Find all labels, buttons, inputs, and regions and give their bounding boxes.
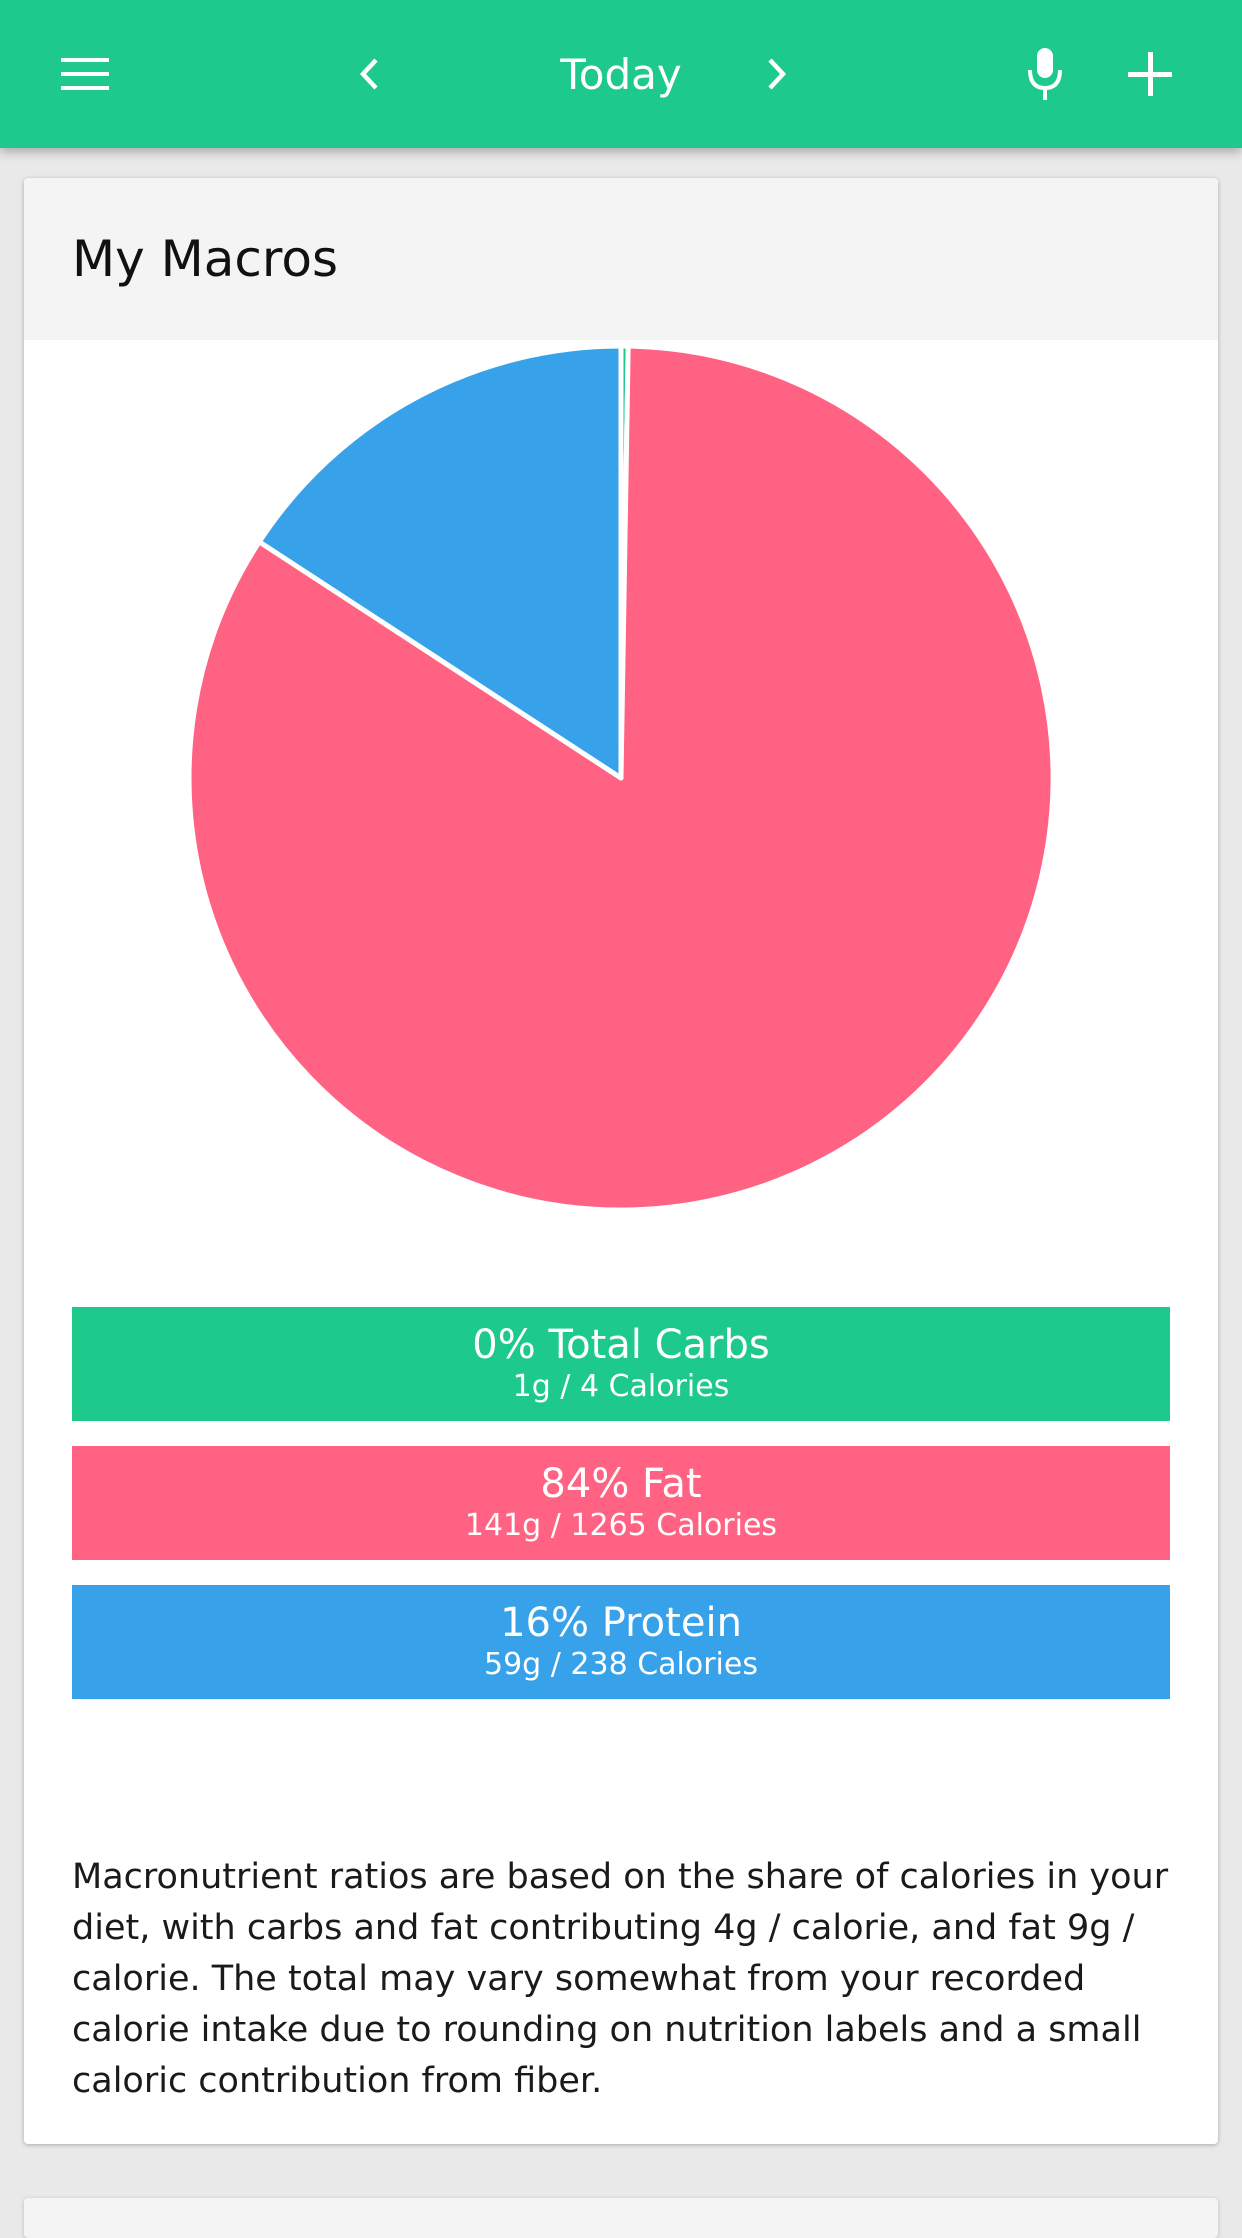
- protein-percent-label: 16% Protein: [500, 1600, 742, 1646]
- voice-input-button[interactable]: [995, 24, 1095, 124]
- carbs-bar: 0% Total Carbs 1g / 4 Calories: [72, 1307, 1170, 1421]
- app-bar: Today: [0, 0, 1242, 148]
- protein-bar: 16% Protein 59g / 238 Calories: [72, 1585, 1170, 1699]
- protein-detail-label: 59g / 238 Calories: [484, 1647, 758, 1682]
- macro-ratio-note: Macronutrient ratios are based on the sh…: [72, 1857, 1169, 2101]
- fat-percent-label: 84% Fat: [540, 1461, 702, 1507]
- macros-pie-chart: [186, 343, 1056, 1213]
- fat-detail-label: 141g / 1265 Calories: [464, 1508, 778, 1543]
- menu-icon: [61, 58, 109, 90]
- macros-card: My Macros 0% Total Carbs 1g / 4 Calories…: [24, 178, 1218, 2144]
- carbs-detail-label: 1g / 4 Calories: [512, 1369, 730, 1404]
- microphone-icon: [1028, 48, 1062, 100]
- card-title: My Macros: [72, 230, 338, 288]
- add-button[interactable]: [1100, 24, 1200, 124]
- date-title[interactable]: Today: [560, 49, 682, 99]
- chevron-left-icon: [359, 58, 378, 90]
- plus-icon: [1128, 52, 1172, 96]
- previous-day-button[interactable]: [320, 24, 420, 124]
- carbs-percent-label: 0% Total Carbs: [472, 1322, 770, 1368]
- chevron-right-icon: [768, 58, 787, 90]
- fat-bar: 84% Fat 141g / 1265 Calories: [72, 1446, 1170, 1560]
- next-day-button[interactable]: [726, 24, 826, 124]
- card-header: My Macros: [24, 178, 1218, 340]
- menu-button[interactable]: [35, 24, 135, 124]
- next-card-edge: [24, 2198, 1218, 2238]
- pie-slice-protein: [256, 343, 624, 781]
